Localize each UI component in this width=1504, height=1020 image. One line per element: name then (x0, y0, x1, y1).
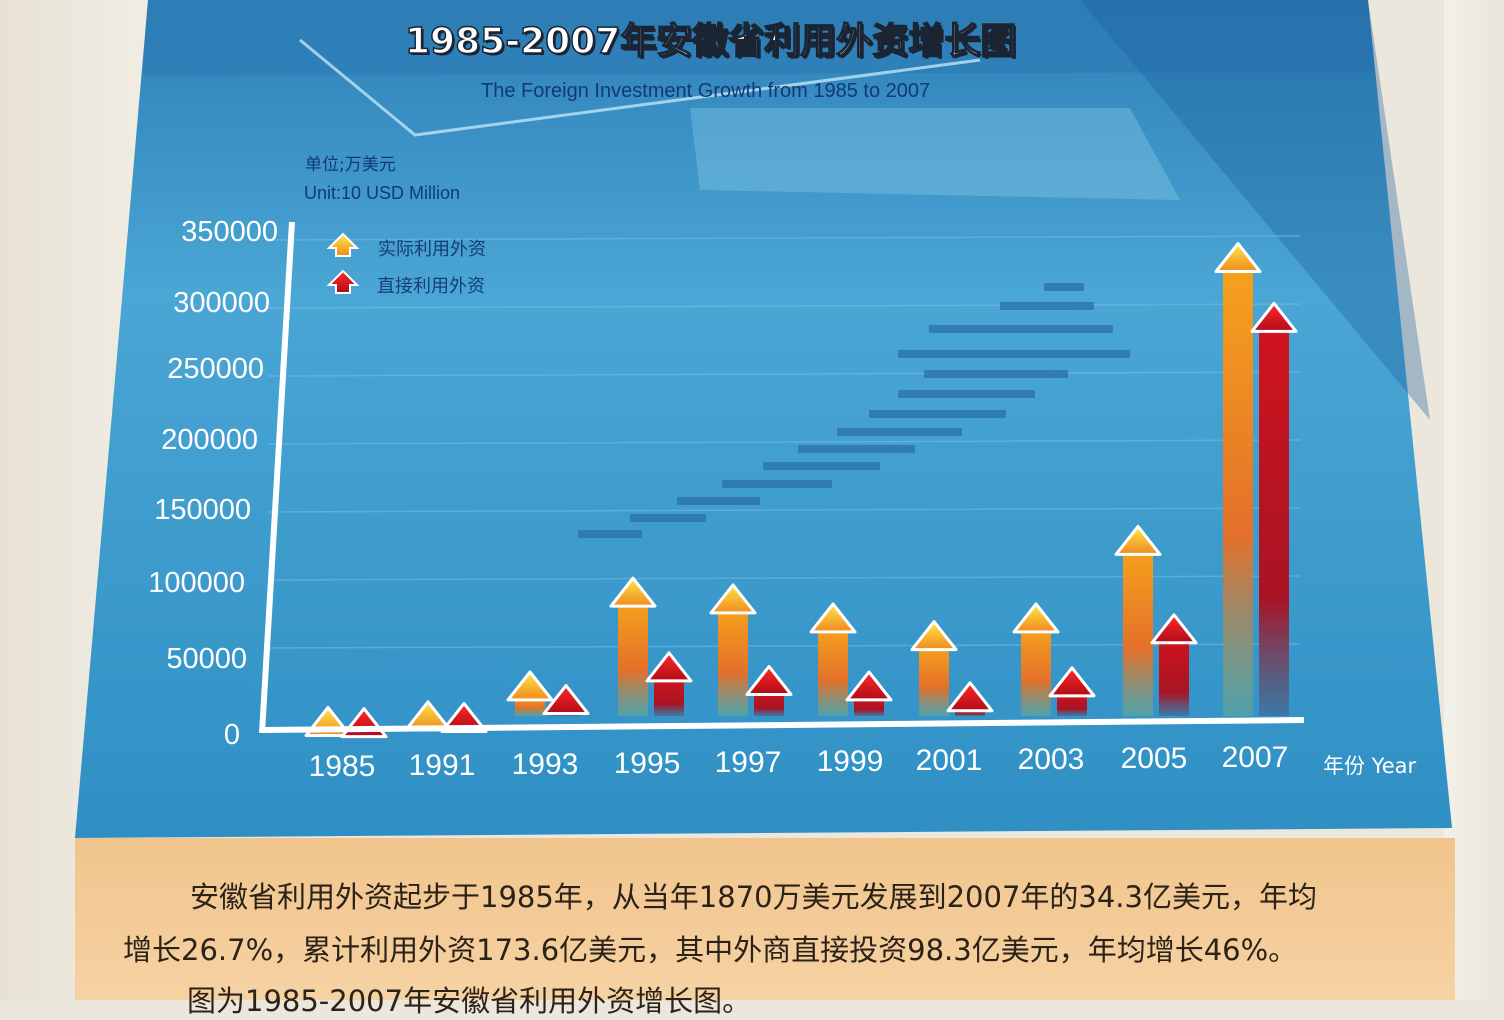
y-tick-label: 0 (223, 719, 240, 751)
unit-label-en: Unit:10 USD Million (304, 183, 461, 203)
bar-actual (1223, 267, 1253, 716)
stair-step (898, 350, 1130, 358)
stair-step (578, 530, 642, 538)
chart-subtitle: The Foreign Investment Growth from 1985 … (481, 80, 931, 102)
gridline (267, 371, 1301, 377)
stair-step (677, 497, 760, 505)
y-tick-label: 350000 (181, 216, 278, 248)
x-tick-label: 2007 (1221, 741, 1289, 774)
bar-actual (1123, 550, 1153, 716)
bar-direct (654, 676, 684, 716)
caption-line-2: 增长26.7%，累计利用外资173.6亿美元，其中外商直接投资98.3亿美元，年… (123, 933, 1298, 967)
stair-step (763, 462, 880, 470)
stair-step (1044, 283, 1084, 291)
bar-direct-arrowhead (1150, 613, 1198, 645)
bar-direct-arrowhead (440, 701, 488, 733)
bar-direct-arrowhead (745, 664, 793, 696)
decor-stairs (578, 283, 1130, 538)
bar-actual-arrowhead (609, 576, 657, 608)
bar-direct-arrowhead (645, 651, 693, 683)
x-tick-label: 1997 (714, 746, 782, 779)
poster-panel (75, 0, 1452, 838)
legend-direct-label: 直接利用外资 (377, 276, 485, 297)
bar-actual-arrowhead (506, 670, 554, 702)
x-tick-label: 2005 (1120, 742, 1188, 775)
unit-label-cn: 单位;万美元 (305, 155, 396, 175)
chart-title: 1985-2007年安徽省利用外资增长图 (404, 20, 1017, 63)
stair-step (722, 480, 832, 488)
legend-icons (326, 232, 360, 294)
y-tick-label: 100000 (148, 567, 245, 599)
gridlines (267, 235, 1301, 649)
x-tick-label: 1993 (511, 748, 579, 781)
bar-actual (818, 627, 848, 716)
axes (259, 221, 1305, 734)
y-tick-label: 150000 (154, 494, 251, 526)
stair-step (798, 445, 915, 453)
stair-step (837, 428, 962, 436)
bar-direct-arrowhead (1250, 301, 1298, 333)
decor-line (299, 38, 981, 137)
stair-step (924, 370, 1068, 378)
stair-step (1000, 302, 1094, 310)
y-tick-label: 50000 (166, 643, 247, 675)
bar-direct-arrowhead (1048, 666, 1096, 698)
y-tick-label: 300000 (173, 287, 270, 319)
gridline (267, 507, 1301, 513)
stair-step (869, 410, 1006, 418)
bar-actual (718, 608, 748, 716)
bar-actual (919, 645, 949, 716)
bar-actual-arrowhead (1214, 242, 1262, 274)
wall-background-right (1444, 0, 1504, 1000)
caption-panel: 安徽省利用外资起步于1985年，从当年1870万美元发展到2007年的34.3亿… (75, 838, 1455, 1018)
gridline (267, 303, 1301, 309)
stair-step (929, 325, 1113, 333)
bar-actual-arrowhead (1114, 524, 1162, 556)
x-tick-label: 2001 (915, 744, 983, 777)
decor-triangle (1080, 0, 1430, 420)
y-axis-line (259, 221, 295, 734)
legend-direct-icon (326, 269, 360, 294)
bar-direct-arrowhead (542, 684, 590, 716)
x-tick-label: 1995 (613, 747, 681, 780)
title-band (142, 0, 1375, 76)
bar-direct (1259, 327, 1289, 716)
y-tick-label: 200000 (161, 424, 258, 456)
bar-actual-arrowhead (910, 620, 958, 652)
x-tick-label: 1991 (408, 749, 476, 782)
bar-direct (1159, 638, 1189, 716)
x-tick-label: 2003 (1017, 743, 1085, 776)
bar-actual (618, 602, 648, 716)
gridline (267, 235, 1301, 241)
legend-actual-icon (326, 232, 360, 257)
bars-group (304, 242, 1298, 739)
x-tick-label: 1985 (308, 750, 376, 783)
bar-direct-arrowhead (946, 681, 994, 713)
stair-step (630, 514, 706, 522)
x-axis-line (261, 717, 1305, 733)
x-axis-unit: 年份 Year (1323, 754, 1417, 778)
decor-glow (690, 108, 1180, 200)
caption-line-3: 图为1985-2007年安徽省利用外资增长图。 (187, 984, 752, 1018)
y-tick-label: 250000 (167, 353, 264, 385)
bar-actual (1021, 627, 1051, 716)
caption-line-1: 安徽省利用外资起步于1985年，从当年1870万美元发展到2007年的34.3亿… (190, 880, 1317, 914)
legend-actual-label: 实际利用外资 (378, 239, 486, 260)
bar-actual-arrowhead (809, 602, 857, 634)
stair-step (898, 390, 1035, 398)
bar-actual-arrowhead (1012, 602, 1060, 634)
bar-actual-arrowhead (709, 583, 757, 615)
gridline (267, 439, 1301, 445)
x-tick-label: 1999 (816, 745, 884, 778)
bar-direct-arrowhead (845, 670, 893, 702)
